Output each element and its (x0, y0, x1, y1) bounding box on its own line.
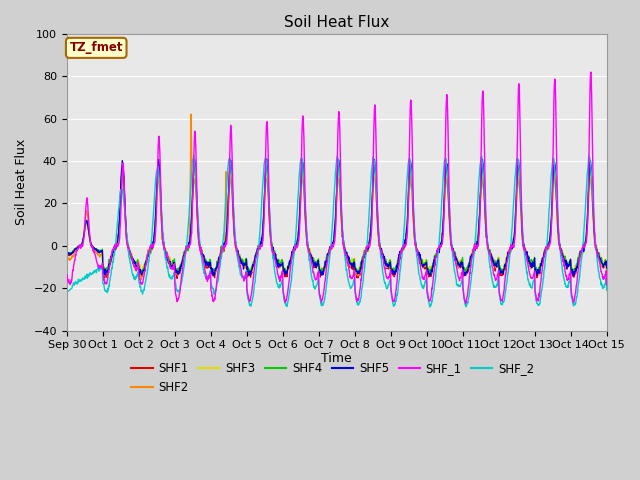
SHF3 (491, 262, 499, 267)
SHF4 (603, 264, 611, 269)
SHF2 (63, 255, 70, 261)
SHF1 (603, 268, 611, 274)
SHF5 (170, 260, 177, 265)
SHF4 (426, 272, 433, 278)
SHF1 (63, 251, 70, 256)
SHF3 (63, 249, 70, 254)
Y-axis label: Soil Heat Flux: Soil Heat Flux (15, 139, 28, 225)
Line: SHF5: SHF5 (67, 159, 607, 276)
Line: SHF_2: SHF_2 (67, 156, 607, 307)
SHF_1 (183, 246, 191, 252)
SHF5 (540, 255, 547, 261)
SHF_2 (183, 240, 191, 246)
Line: SHF_1: SHF_1 (67, 72, 607, 303)
SHF1 (170, 264, 178, 270)
SHF2 (137, 276, 145, 282)
SHF_2 (603, 288, 611, 293)
SHF_2 (540, 276, 547, 281)
SHF1 (244, 274, 252, 280)
SHF5 (63, 250, 70, 255)
Line: SHF2: SHF2 (67, 114, 607, 279)
SHF5 (421, 262, 429, 268)
SHF1 (184, 248, 191, 253)
SHF_1 (603, 282, 611, 288)
SHF_2 (244, 293, 252, 299)
SHF2 (184, 247, 191, 253)
SHF_2 (189, 153, 197, 158)
SHF2 (244, 266, 252, 272)
SHF_2 (426, 304, 434, 310)
SHF_2 (63, 289, 70, 295)
Line: SHF1: SHF1 (67, 163, 607, 279)
Line: SHF4: SHF4 (67, 165, 607, 275)
Title: Soil Heat Flux: Soil Heat Flux (284, 15, 389, 30)
SHF4 (63, 250, 70, 255)
SHF3 (515, 164, 523, 169)
SHF5 (183, 246, 191, 252)
SHF3 (183, 243, 191, 249)
SHF2 (187, 111, 195, 117)
SHF_1 (492, 276, 499, 282)
SHF_1 (462, 300, 470, 306)
SHF5 (263, 156, 271, 162)
SHF5 (426, 273, 434, 278)
SHF4 (183, 246, 191, 252)
SHF_1 (420, 276, 428, 282)
SHF2 (540, 255, 547, 261)
SHF_2 (421, 281, 429, 287)
SHF_1 (587, 69, 595, 75)
SHF3 (532, 271, 540, 277)
SHF_2 (170, 272, 177, 278)
SHF2 (421, 264, 429, 269)
SHF1 (539, 259, 547, 265)
SHF_1 (170, 262, 177, 268)
SHF3 (420, 260, 428, 265)
SHF2 (170, 257, 178, 263)
SHF_1 (63, 272, 70, 277)
SHF4 (420, 261, 428, 266)
SHF4 (539, 257, 547, 263)
X-axis label: Time: Time (321, 352, 352, 365)
SHF_1 (243, 287, 251, 293)
SHF1 (421, 263, 429, 269)
SHF_1 (539, 262, 547, 267)
SHF1 (136, 276, 144, 282)
SHF3 (170, 259, 177, 264)
SHF3 (540, 254, 547, 260)
SHF5 (243, 268, 251, 274)
SHF_2 (492, 285, 499, 290)
Text: TZ_fmet: TZ_fmet (70, 41, 123, 54)
SHF1 (586, 160, 594, 166)
SHF4 (243, 264, 251, 269)
SHF2 (603, 267, 611, 273)
SHF4 (492, 262, 499, 267)
SHF5 (603, 265, 611, 271)
SHF3 (243, 263, 251, 269)
SHF4 (170, 258, 177, 264)
SHF1 (492, 268, 499, 274)
SHF4 (550, 162, 558, 168)
SHF3 (603, 264, 611, 269)
Legend: SHF1, SHF2, SHF3, SHF4, SHF5, SHF_1, SHF_2: SHF1, SHF2, SHF3, SHF4, SHF5, SHF_1, SHF… (127, 358, 540, 399)
SHF5 (492, 260, 499, 266)
SHF2 (492, 262, 499, 268)
Line: SHF3: SHF3 (67, 167, 607, 274)
